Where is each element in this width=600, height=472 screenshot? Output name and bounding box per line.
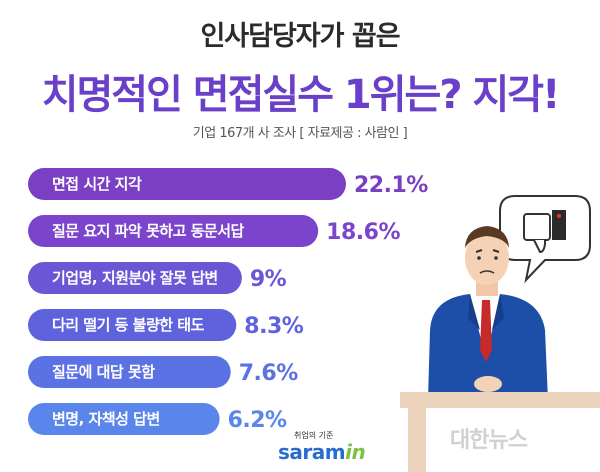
- saramin-logo: 취업의 기준 saramin: [278, 430, 368, 466]
- bar-category-label: 질문 요지 파악 못하고 동문서답: [52, 222, 244, 240]
- bar-category-label: 다리 떨기 등 불량한 태도: [52, 316, 205, 334]
- logo-wordmark: saramin: [278, 440, 366, 464]
- bar-category-label: 기업명, 지원분야 잘못 답변: [52, 269, 218, 287]
- bar-value-label: 22.1%: [354, 173, 428, 198]
- title-line2: 치명적인 면접실수 1위는? 지각!: [41, 72, 561, 118]
- bar-value-label: 18.6%: [326, 220, 400, 245]
- watermark: 대한뉴스: [450, 428, 528, 453]
- title-line1: 인사담당자가 꼽은: [200, 21, 400, 52]
- bar-category-label: 면접 시간 지각: [52, 175, 142, 193]
- bar-1: [28, 168, 346, 200]
- bar-2: [28, 215, 319, 247]
- bar-value-label: 9%: [250, 267, 287, 292]
- bar-value-label: 7.6%: [239, 361, 298, 386]
- businessman-illustration: [400, 226, 600, 472]
- bar-category-label: 변명, 자책성 답변: [52, 410, 160, 428]
- bar-value-label: 8.3%: [244, 314, 303, 339]
- bar-5: [28, 356, 231, 388]
- thumbs-down-bubble: [499, 195, 591, 284]
- bar-4: [28, 309, 237, 341]
- bar-category-label: 질문에 대답 못함: [52, 363, 155, 381]
- thumbs-down-icon: [523, 210, 566, 254]
- bar-6: [28, 403, 220, 435]
- bar-3: [28, 262, 242, 294]
- subtitle: 기업 167개 사 조사 [ 자료제공 : 사람인 ]: [192, 126, 408, 141]
- logo-tagline: 취업의 기준: [294, 431, 334, 440]
- bar-value-label: 6.2%: [228, 408, 287, 433]
